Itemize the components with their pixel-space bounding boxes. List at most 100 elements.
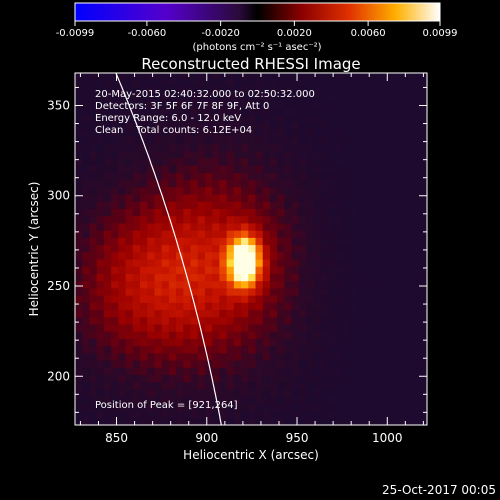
heatmap-cell xyxy=(75,78,83,87)
heatmap-cell xyxy=(96,150,105,159)
heatmap-cell xyxy=(334,410,343,419)
heatmap-cell xyxy=(147,280,156,289)
heatmap-cell xyxy=(284,309,293,318)
heatmap-cell xyxy=(414,208,423,217)
heatmap-cell xyxy=(284,73,293,80)
heatmap-cell xyxy=(219,381,228,390)
heatmap-cell xyxy=(96,345,105,354)
heatmap-cell xyxy=(139,85,148,94)
heatmap-cell xyxy=(248,396,257,404)
heatmap-cell xyxy=(147,266,156,274)
heatmap-cell xyxy=(363,186,372,195)
heatmap-cell xyxy=(291,73,300,80)
heatmap-cell xyxy=(327,316,336,325)
heatmap-cell xyxy=(320,338,329,347)
heatmap-cell xyxy=(421,258,427,267)
heatmap-cell xyxy=(226,302,235,311)
heatmap-cell xyxy=(385,309,394,318)
heatmap-cell xyxy=(414,150,423,159)
heatmap-cell xyxy=(320,215,329,224)
heatmap-cell xyxy=(255,331,264,339)
heatmap-cell xyxy=(118,345,127,354)
heatmap-cell xyxy=(154,85,163,94)
heatmap-cell xyxy=(399,215,408,224)
heatmap-cell xyxy=(154,352,163,361)
heatmap-cell xyxy=(161,280,170,289)
heatmap-cell xyxy=(371,360,379,368)
heatmap-cell xyxy=(334,367,343,376)
heatmap-cell xyxy=(212,157,221,166)
heatmap-cell xyxy=(147,114,156,123)
heatmap-cell xyxy=(262,352,271,361)
heatmap-cell xyxy=(392,128,401,137)
heatmap-cell xyxy=(269,273,278,282)
heatmap-cell xyxy=(82,150,91,159)
heatmap-cell xyxy=(269,150,278,159)
heatmap-cell xyxy=(204,165,213,173)
heatmap-cell xyxy=(168,230,177,238)
heatmap-cell xyxy=(399,316,408,325)
heatmap-cell xyxy=(212,179,221,188)
heatmap-cell xyxy=(327,396,336,404)
heatmap-cell xyxy=(96,179,105,188)
heatmap-cell xyxy=(378,143,387,152)
heatmap-cell xyxy=(306,295,314,303)
heatmap-cell xyxy=(306,381,314,390)
heatmap-cell xyxy=(334,78,343,87)
heatmap-cell xyxy=(75,280,83,289)
heatmap-cell xyxy=(248,360,257,368)
heatmap-cell xyxy=(147,302,156,311)
heatmap-cell xyxy=(96,193,105,202)
heatmap-cell xyxy=(125,345,134,354)
heatmap-cell xyxy=(356,114,365,123)
heatmap-cell xyxy=(233,316,242,325)
heatmap-cell xyxy=(385,208,394,217)
heatmap-cell xyxy=(363,230,372,238)
heatmap-cell xyxy=(241,237,249,246)
heatmap-cell xyxy=(125,222,134,231)
heatmap-cell xyxy=(96,396,105,404)
heatmap-cell xyxy=(392,374,401,383)
heatmap-cell xyxy=(212,316,221,325)
heatmap-cell xyxy=(291,114,300,123)
heatmap-cell xyxy=(183,302,192,311)
heatmap-cell xyxy=(118,323,127,332)
heatmap-cell xyxy=(212,309,221,318)
heatmap-cell xyxy=(154,396,163,404)
heatmap-cell xyxy=(277,417,285,425)
heatmap-cell xyxy=(82,107,91,116)
heatmap-cell xyxy=(233,331,242,339)
heatmap-cell xyxy=(75,345,83,354)
heatmap-cell xyxy=(111,345,119,354)
heatmap-cell xyxy=(233,403,242,412)
heatmap-cell xyxy=(125,417,134,425)
heatmap-cell xyxy=(154,309,163,318)
heatmap-cell xyxy=(342,78,350,87)
heatmap-cell xyxy=(197,165,206,173)
heatmap-cell xyxy=(75,128,83,137)
heatmap-cell xyxy=(233,381,242,390)
heatmap-cell xyxy=(82,323,91,332)
heatmap-cell xyxy=(284,78,293,87)
heatmap-cell xyxy=(147,136,156,144)
heatmap-cell xyxy=(334,287,343,296)
heatmap-cell xyxy=(89,331,98,339)
heatmap-cell xyxy=(320,287,329,296)
heatmap-cell xyxy=(298,107,307,116)
heatmap-cell xyxy=(176,396,184,404)
heatmap-cell xyxy=(75,237,83,246)
heatmap-cell xyxy=(197,179,206,188)
solar-limb-curve xyxy=(115,73,222,425)
heatmap-cell xyxy=(118,381,127,390)
heatmap-cell xyxy=(161,179,170,188)
heatmap-cell xyxy=(139,374,148,383)
heatmap-cell xyxy=(371,287,379,296)
heatmap-cell xyxy=(421,266,427,274)
heatmap-cell xyxy=(414,128,423,137)
heatmap-cell xyxy=(327,410,336,419)
heatmap-cell xyxy=(291,157,300,166)
heatmap-cell xyxy=(183,381,192,390)
heatmap-cell xyxy=(342,360,350,368)
heatmap-cell xyxy=(204,150,213,159)
